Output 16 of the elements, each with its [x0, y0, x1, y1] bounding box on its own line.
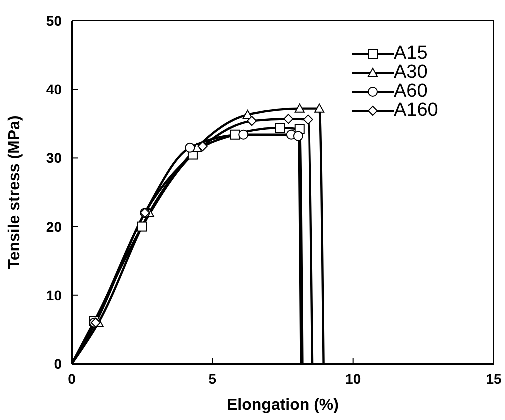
- y-tick-label: 20: [46, 218, 62, 235]
- y-tick-label: 40: [46, 82, 62, 98]
- legend-label: A160: [394, 100, 438, 121]
- x-tick-label: 15: [486, 370, 502, 387]
- x-axis-title: Elongation (%): [227, 397, 339, 414]
- y-tick-label: 50: [46, 12, 62, 29]
- legend-label: A60: [394, 81, 428, 102]
- x-tick-label: 10: [346, 370, 362, 387]
- legend-label: A15: [394, 43, 428, 64]
- y-tick-label: 10: [46, 287, 62, 304]
- y-tick-label: 30: [46, 150, 62, 166]
- x-tick-label: 0: [68, 370, 76, 387]
- legend-label: A30: [394, 62, 428, 83]
- x-tick-label: 5: [208, 370, 217, 387]
- y-tick-label: 0: [54, 356, 62, 372]
- y-axis-title: Tensile stress (MPa): [6, 116, 24, 270]
